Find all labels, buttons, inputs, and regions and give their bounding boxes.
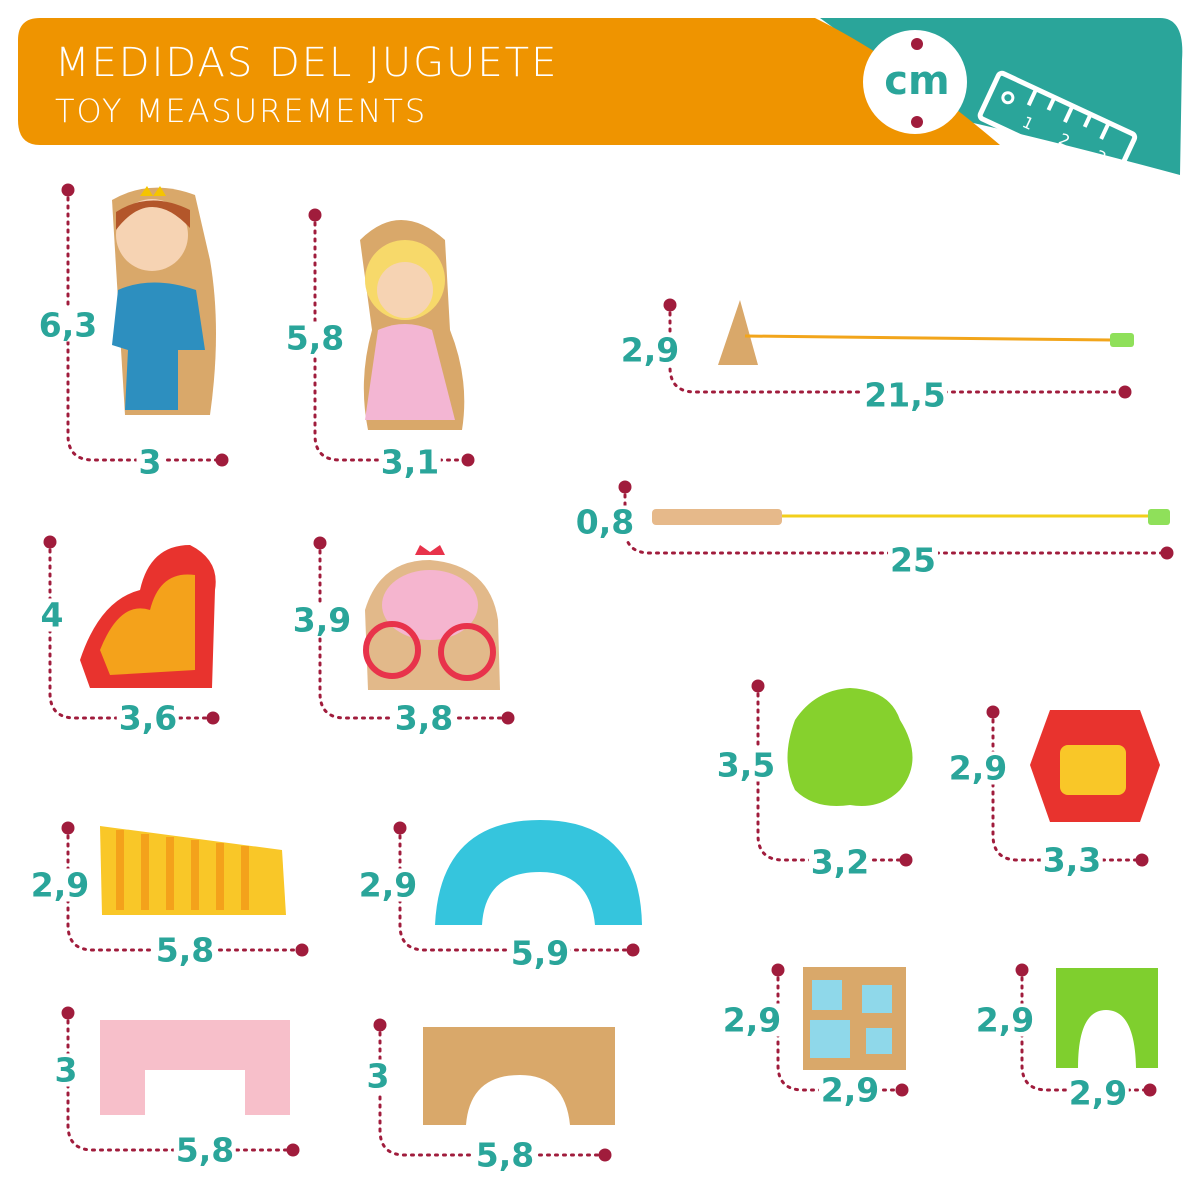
- tree-block: [787, 688, 913, 806]
- stick-lace-width-label: 25: [888, 540, 938, 580]
- hexagon-window-block: [1030, 710, 1160, 822]
- unit-badge-text: cm: [884, 58, 950, 104]
- window-block: [803, 967, 906, 1070]
- dimension-endpoint-dot: [895, 1083, 909, 1097]
- pink-bridge-block: [100, 1020, 290, 1115]
- dimension-endpoint-dot: [286, 1143, 300, 1157]
- dimension-line: [378, 1023, 607, 1157]
- dimension-endpoint-dot: [751, 679, 765, 693]
- hexagon-window-width-label: 3,3: [1040, 840, 1104, 880]
- wood-bridge-width-label: 5,8: [473, 1135, 537, 1175]
- dimension-line: [1020, 968, 1152, 1092]
- title-spanish: MEDIDAS DEL JUGUETE: [55, 40, 559, 86]
- dimension-endpoint-dot: [986, 705, 1000, 719]
- dragon-figure: [80, 545, 216, 688]
- cm-badge: [863, 30, 967, 134]
- title-english: TOY MEASUREMENTS: [55, 92, 428, 130]
- dimension-endpoint-dot: [1160, 546, 1174, 560]
- window-block-width-label: 2,9: [818, 1070, 882, 1110]
- dimension-endpoint-dot: [618, 480, 632, 494]
- prince-width-label: 3: [136, 442, 164, 482]
- green-arch-width-label: 2,9: [1066, 1073, 1130, 1113]
- dimension-line: [66, 188, 224, 462]
- dimension-endpoint-dot: [215, 453, 229, 467]
- princess-height-label: 5,8: [283, 318, 347, 358]
- dimension-line: [318, 541, 510, 720]
- blue-arch-width-label: 5,9: [508, 933, 572, 973]
- dimension-line: [776, 968, 904, 1092]
- dimension-endpoint-dot: [663, 298, 677, 312]
- dimension-line: [991, 710, 1144, 862]
- prince-height-label: 6,3: [36, 305, 100, 345]
- blue-arch-block: [435, 820, 642, 925]
- window-block-height-label: 2,9: [720, 1000, 784, 1040]
- carriage-width-label: 3,8: [392, 698, 456, 738]
- green-arch-height-label: 2,9: [973, 1000, 1037, 1040]
- dimension-line: [66, 826, 304, 952]
- blue-arch-height-label: 2,9: [356, 865, 420, 905]
- tree-width-label: 3,2: [808, 842, 872, 882]
- ruler-icon: 1 2 3: [977, 70, 1138, 180]
- dimension-endpoint-dot: [61, 183, 75, 197]
- dimension-endpoint-dot: [295, 943, 309, 957]
- carriage-height-label: 3,9: [290, 600, 354, 640]
- yellow-block: [100, 826, 286, 915]
- dimension-line: [66, 1011, 295, 1152]
- green-arch-block: [1056, 968, 1158, 1068]
- yellow-block-width-label: 5,8: [153, 930, 217, 970]
- dimension-endpoint-dot: [461, 453, 475, 467]
- pink-bridge-height-label: 3: [52, 1050, 80, 1090]
- princess-figure: [360, 220, 465, 430]
- pink-bridge-width-label: 5,8: [173, 1130, 237, 1170]
- dimension-endpoint-dot: [61, 1006, 75, 1020]
- stick-lace-height-label: 0,8: [573, 502, 637, 542]
- wood-bridge-block: [423, 1027, 615, 1125]
- carriage-figure: [363, 545, 500, 690]
- dimension-endpoint-dot: [373, 1018, 387, 1032]
- wood-bridge-height-label: 3: [364, 1056, 392, 1096]
- dimension-endpoint-dot: [1118, 385, 1132, 399]
- dimension-endpoint-dot: [1143, 1083, 1157, 1097]
- dimension-line: [313, 213, 470, 462]
- header-banner: 1 2 3: [18, 18, 1183, 180]
- dimension-endpoint-dot: [771, 963, 785, 977]
- triangle-lace-width-label: 21,5: [862, 375, 948, 415]
- yellow-block-height-label: 2,9: [28, 865, 92, 905]
- dimension-endpoint-dot: [501, 711, 515, 725]
- stick-lace-toy: [652, 509, 1170, 525]
- dimension-endpoint-dot: [206, 711, 220, 725]
- prince-figure: [112, 186, 216, 415]
- dimension-endpoint-dot: [1135, 853, 1149, 867]
- dimension-endpoint-dot: [899, 853, 913, 867]
- dimension-endpoint-dot: [61, 821, 75, 835]
- hexagon-window-height-label: 2,9: [946, 748, 1010, 788]
- dimension-line: [48, 540, 215, 720]
- dimension-endpoint-dot: [626, 943, 640, 957]
- dimension-endpoint-dot: [308, 208, 322, 222]
- dimension-endpoint-dot: [313, 536, 327, 550]
- tree-height-label: 3,5: [714, 745, 778, 785]
- dimension-endpoint-dot: [43, 535, 57, 549]
- triangle-lace-toy: [718, 300, 1134, 365]
- princess-width-label: 3,1: [378, 442, 442, 482]
- dimension-line: [668, 303, 1127, 394]
- dimension-endpoint-dot: [1015, 963, 1029, 977]
- dragon-height-label: 4: [38, 595, 66, 635]
- triangle-lace-height-label: 2,9: [618, 330, 682, 370]
- dragon-width-label: 3,6: [116, 698, 180, 738]
- dimension-line: [756, 684, 908, 862]
- dimension-line: [398, 826, 635, 952]
- dimension-endpoint-dot: [598, 1148, 612, 1162]
- dimension-endpoint-dot: [393, 821, 407, 835]
